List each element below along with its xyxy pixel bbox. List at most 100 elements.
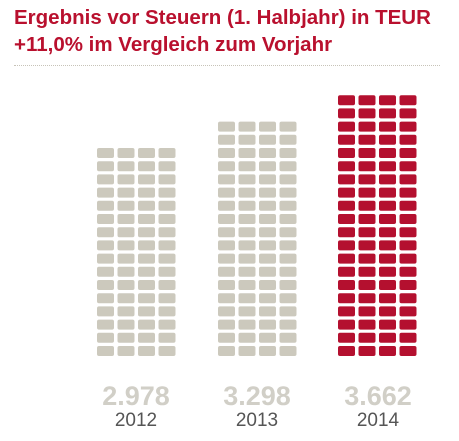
bar-tile bbox=[399, 319, 417, 330]
bar-tile bbox=[399, 346, 417, 356]
bar-tile bbox=[338, 200, 355, 211]
bar-tile bbox=[259, 253, 276, 264]
value-label-2013: 3.298 bbox=[223, 381, 291, 411]
bar-tile bbox=[97, 253, 114, 264]
bar-tile bbox=[358, 332, 376, 343]
bar-tile bbox=[117, 306, 135, 317]
category-label-2014: 2014 bbox=[356, 410, 400, 431]
bar-tile bbox=[279, 253, 297, 264]
chart-title-block: Ergebnis vor Steuern (1. Halbjahr) in TE… bbox=[14, 4, 431, 58]
bar-tile bbox=[338, 121, 355, 132]
bar-tile bbox=[338, 108, 355, 119]
bar-tile bbox=[238, 332, 256, 343]
bar-tile bbox=[279, 121, 297, 132]
bar-tile bbox=[117, 214, 135, 224]
bar-tile bbox=[117, 174, 135, 185]
bar-tile bbox=[138, 174, 155, 185]
bar-tile bbox=[158, 266, 176, 277]
bar-tile bbox=[338, 161, 355, 172]
bar-tile bbox=[358, 227, 376, 238]
bar-tile bbox=[379, 280, 396, 290]
bar-tile bbox=[379, 161, 396, 172]
bar-tile bbox=[338, 280, 355, 290]
category-label-2013: 2013 bbox=[235, 410, 279, 431]
bar-tile bbox=[97, 214, 114, 224]
bar-tile bbox=[399, 214, 417, 224]
bar-tile bbox=[279, 240, 297, 251]
bar-tile bbox=[338, 240, 355, 251]
bar-tile bbox=[399, 174, 417, 185]
bar-tile bbox=[218, 214, 235, 224]
bar-tile bbox=[358, 134, 376, 145]
bar-tile bbox=[379, 332, 396, 343]
bar-tile bbox=[117, 187, 135, 198]
bar-tile bbox=[218, 319, 235, 330]
bar-tile bbox=[279, 134, 297, 145]
bar-tile bbox=[259, 134, 276, 145]
bar-tile bbox=[238, 319, 256, 330]
bar-tile bbox=[379, 293, 396, 304]
bar-tile bbox=[279, 187, 297, 198]
bar-tile bbox=[97, 161, 114, 172]
bar-tile bbox=[259, 227, 276, 238]
bar-2012 bbox=[97, 148, 176, 356]
bar-tile bbox=[399, 108, 417, 119]
bar-tile bbox=[379, 95, 396, 106]
bar-tile bbox=[218, 174, 235, 185]
bar-tile bbox=[259, 346, 276, 356]
bar-tile bbox=[379, 108, 396, 119]
bar-tile bbox=[158, 161, 176, 172]
bar-tile bbox=[279, 174, 297, 185]
bar-tile bbox=[97, 346, 114, 356]
bar-tile bbox=[138, 187, 155, 198]
bar-tile bbox=[218, 134, 235, 145]
bar-tile bbox=[338, 148, 355, 158]
bar-tile bbox=[358, 108, 376, 119]
bar-tile bbox=[238, 214, 256, 224]
bar-tile bbox=[97, 332, 114, 343]
bar-tile bbox=[358, 174, 376, 185]
bar-tile bbox=[379, 148, 396, 158]
bar-tile bbox=[379, 187, 396, 198]
bar-tile bbox=[138, 319, 155, 330]
bar-tile bbox=[358, 214, 376, 224]
bar-tile bbox=[338, 95, 355, 106]
bar-tile bbox=[218, 227, 235, 238]
bar-tile bbox=[338, 174, 355, 185]
bar-tile bbox=[97, 306, 114, 317]
bar-tile bbox=[238, 240, 256, 251]
bar-tile bbox=[338, 306, 355, 317]
value-label-2014: 3.662 bbox=[344, 381, 412, 411]
bar-tile bbox=[358, 200, 376, 211]
bar-tile bbox=[218, 148, 235, 158]
bar-tile bbox=[338, 214, 355, 224]
bar-tile bbox=[279, 332, 297, 343]
bar-tile bbox=[358, 293, 376, 304]
bar-tile bbox=[259, 293, 276, 304]
bar-tile bbox=[138, 240, 155, 251]
bar-tile bbox=[117, 266, 135, 277]
bar-tile bbox=[138, 214, 155, 224]
bar-tile bbox=[379, 240, 396, 251]
bar-tile bbox=[399, 253, 417, 264]
bar-tile bbox=[138, 227, 155, 238]
bar-tile bbox=[279, 200, 297, 211]
bar-tile bbox=[259, 121, 276, 132]
bar-tile bbox=[218, 240, 235, 251]
bar-tile bbox=[117, 319, 135, 330]
bar-tile bbox=[97, 187, 114, 198]
bar-tile bbox=[259, 200, 276, 211]
bar-tile bbox=[399, 293, 417, 304]
bar-tile bbox=[358, 319, 376, 330]
bar-tile bbox=[117, 293, 135, 304]
bar-tile bbox=[379, 200, 396, 211]
bar-tile bbox=[399, 95, 417, 106]
bar-tile bbox=[218, 280, 235, 290]
bar-tile bbox=[399, 306, 417, 317]
bar-tile bbox=[399, 280, 417, 290]
bar-tile bbox=[97, 200, 114, 211]
chart-subtitle: +11,0% im Vergleich zum Vorjahr bbox=[14, 33, 333, 56]
bar-tile bbox=[138, 200, 155, 211]
bar-tile bbox=[379, 306, 396, 317]
